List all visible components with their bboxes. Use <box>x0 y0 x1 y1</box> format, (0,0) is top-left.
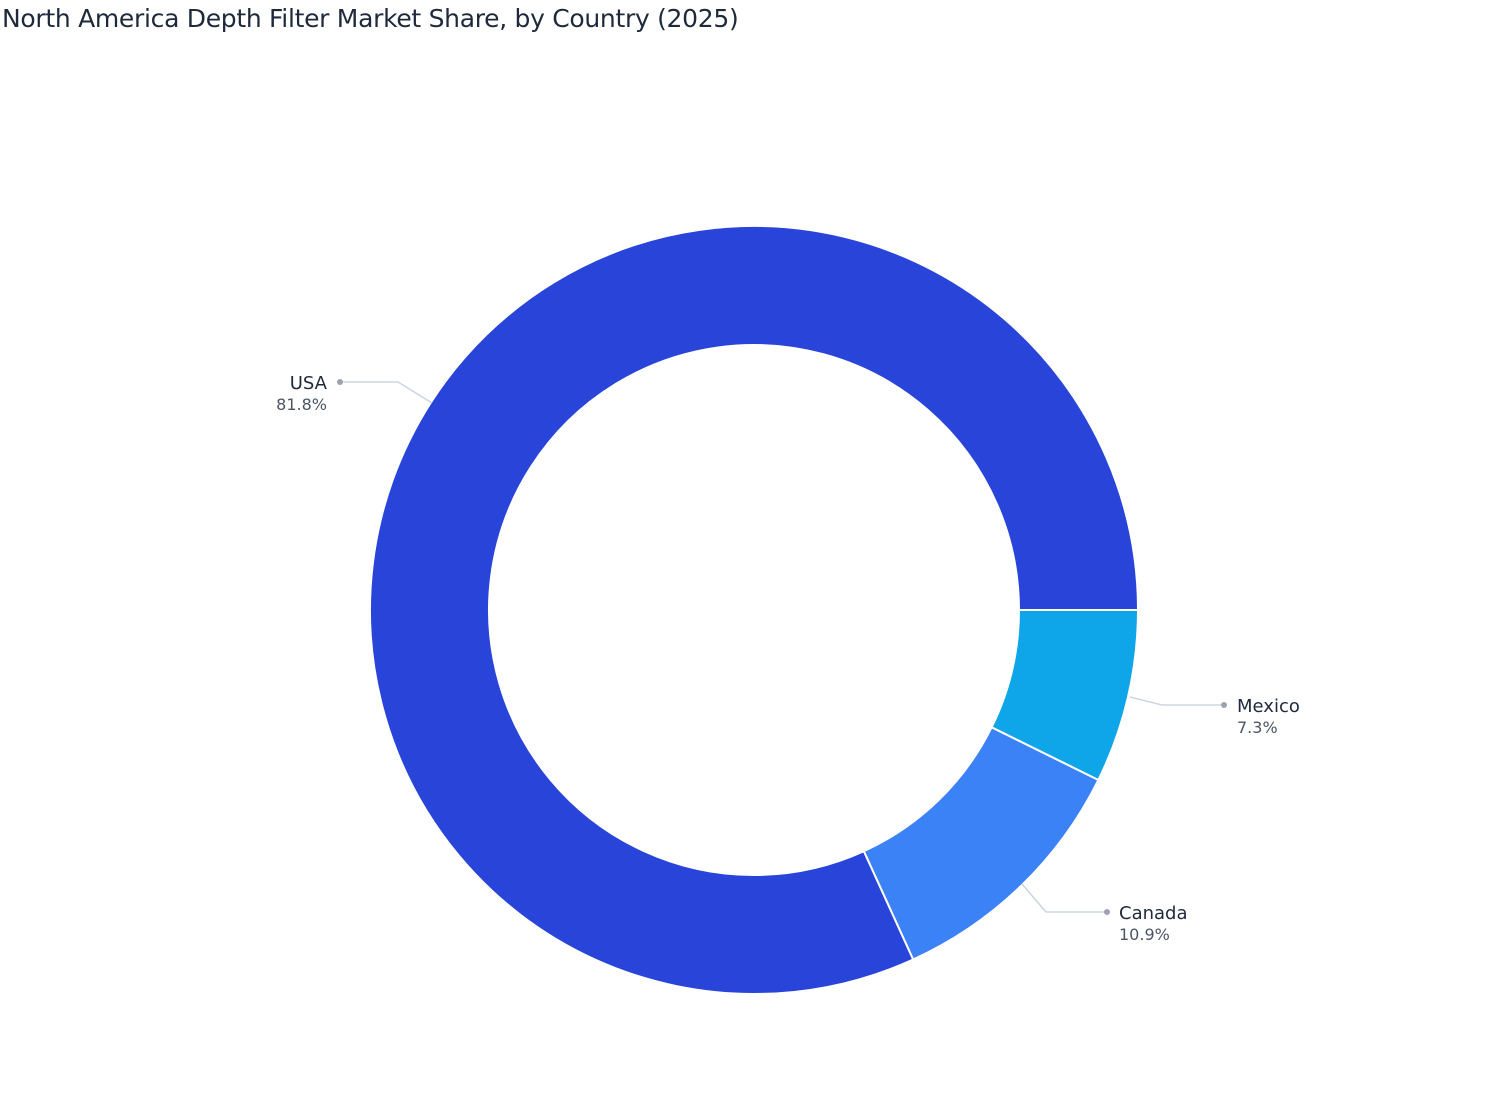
usa-leader-line <box>340 381 433 404</box>
donut-slices <box>369 225 1140 995</box>
chart-title: North America Depth Filter Market Share,… <box>2 4 739 33</box>
slice-usa[interactable] <box>369 225 1140 995</box>
mexico-value: 7.3% <box>1237 718 1278 737</box>
canada-value: 10.9% <box>1119 925 1170 944</box>
mexico-label: Mexico <box>1237 696 1300 717</box>
mexico-leader-line <box>1129 696 1224 706</box>
canada-leader-line <box>1021 883 1107 913</box>
leader-dots <box>337 379 1227 915</box>
usa-value: 81.8% <box>276 395 327 414</box>
usa-label: USA <box>290 373 328 394</box>
slice-canada[interactable] <box>862 725 1100 961</box>
leader-lines <box>340 381 1224 913</box>
canada-label: Canada <box>1119 903 1188 924</box>
